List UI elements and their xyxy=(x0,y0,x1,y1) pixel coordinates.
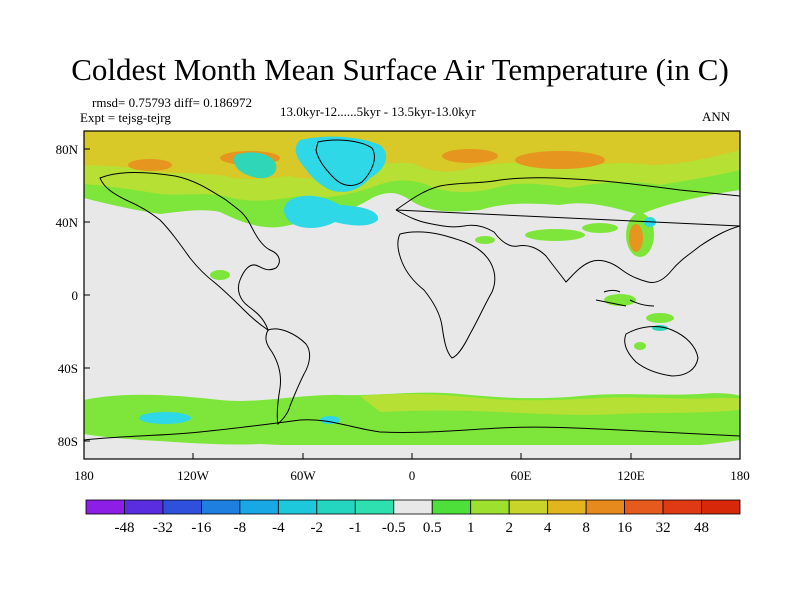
colorbar-label: 0.5 xyxy=(422,520,442,536)
season-label: ANN xyxy=(702,109,731,124)
coast-europe-asia xyxy=(395,177,740,283)
colorbar-box xyxy=(201,499,241,515)
lat-label-80n: 80N xyxy=(56,142,79,157)
colorbar-box xyxy=(124,499,164,515)
cyan-patch-southern-atlantic xyxy=(320,416,340,424)
colorbar-box xyxy=(431,499,472,515)
colorbar-label: 4 xyxy=(543,520,552,536)
colorbar xyxy=(85,499,741,515)
colorbar-box xyxy=(393,499,433,515)
lime-band-south xyxy=(360,393,740,415)
colorbar-box xyxy=(470,499,510,515)
colorbar-box xyxy=(701,499,741,515)
colorbar-label: -2 xyxy=(310,520,324,536)
orange-patch-alaska xyxy=(128,159,172,171)
coastlines xyxy=(84,139,740,441)
colorbar-label: -1 xyxy=(349,520,362,536)
colorbar-label: 2 xyxy=(505,520,513,536)
colorbar-box xyxy=(239,499,279,515)
green-patch-pacific xyxy=(210,270,230,280)
orange-patch-china xyxy=(629,224,643,252)
cyan-patch-southern-pacific xyxy=(139,412,191,424)
lat-label-40s: 40S xyxy=(58,361,78,376)
colorbar-box xyxy=(354,499,395,515)
colorbar-label: -4 xyxy=(272,520,285,536)
coast-north-america xyxy=(99,172,280,332)
coast-africa xyxy=(397,231,496,359)
coast-indonesia xyxy=(595,290,655,307)
lon-label-60w: 60W xyxy=(290,468,316,483)
plot-title: Coldest Month Mean Surface Air Temperatu… xyxy=(71,52,729,87)
rmsd-diff-stats: rmsd= 0.75793 diff= 0.186972 xyxy=(92,95,252,110)
colorbar-box xyxy=(547,499,587,515)
coast-greenland xyxy=(315,139,375,186)
colorbar-box xyxy=(162,499,202,515)
lon-label-0: 0 xyxy=(409,468,416,483)
orange-patch-europe xyxy=(442,149,498,163)
green-patch-middle-east xyxy=(525,229,585,241)
northern-anomaly-field xyxy=(84,131,740,228)
lat-label-80s: 80S xyxy=(58,434,78,449)
colorbar-label: -48 xyxy=(114,520,135,536)
lon-label-120w: 120W xyxy=(177,468,210,483)
orange-patch-siberia xyxy=(515,151,605,169)
lon-label-120e: 120E xyxy=(617,468,645,483)
colorbar-box xyxy=(662,499,702,515)
cyan-patch-north-atlantic xyxy=(284,195,379,228)
lon-label-180e: 180 xyxy=(730,468,750,483)
lon-label-180w: 180 xyxy=(74,468,94,483)
lon-label-60e: 60E xyxy=(511,468,532,483)
lat-label-0: 0 xyxy=(72,288,79,303)
green-patch-central-asia xyxy=(582,223,618,233)
colorbar-label: -0.5 xyxy=(381,520,406,536)
teal-patch-hudson xyxy=(234,152,277,179)
green-patch-indonesia xyxy=(634,342,646,350)
colorbar-label: 1 xyxy=(466,520,475,536)
colorbar-box xyxy=(277,499,318,515)
colorbar-box xyxy=(316,499,356,515)
lon-tick-marks xyxy=(83,453,741,459)
colorbar-box xyxy=(508,499,549,515)
period-label: 13.0kyr-12......5kyr - 13.5kyr-13.0kyr xyxy=(280,104,476,119)
coast-australia xyxy=(624,326,699,377)
lat-tick-labels: 80N 40N 0 40S 80S xyxy=(56,142,79,449)
colorbar-label: 8 xyxy=(582,520,590,536)
coast-south-america xyxy=(265,328,311,426)
colorbar-label: 16 xyxy=(617,520,633,536)
colorbar-label: 48 xyxy=(694,520,709,536)
colorbar-label: -16 xyxy=(191,520,212,536)
colorbar-label: 32 xyxy=(655,520,671,536)
experiment-label: Expt = tejsg-tejrg xyxy=(80,110,171,125)
southern-anomaly-field xyxy=(84,392,740,459)
lon-tick-labels: 180 120W 60W 0 60E 120E 180 xyxy=(74,468,750,483)
lat-label-40n: 40N xyxy=(56,215,79,230)
antarctica-neutral xyxy=(84,445,740,459)
green-patch-maritime xyxy=(604,294,636,306)
cyan-patch-greenland xyxy=(295,136,387,192)
colorbar-box xyxy=(85,499,125,515)
colorbar-box xyxy=(585,499,625,515)
colorbar-box xyxy=(624,499,664,515)
coast-antarctica xyxy=(84,419,740,441)
lat-tick-marks xyxy=(84,148,90,442)
colorbar-label: -32 xyxy=(152,520,173,536)
green-patch-australia xyxy=(646,313,674,323)
green-patch-africa xyxy=(475,236,495,244)
colorbar-label: -8 xyxy=(233,520,247,536)
